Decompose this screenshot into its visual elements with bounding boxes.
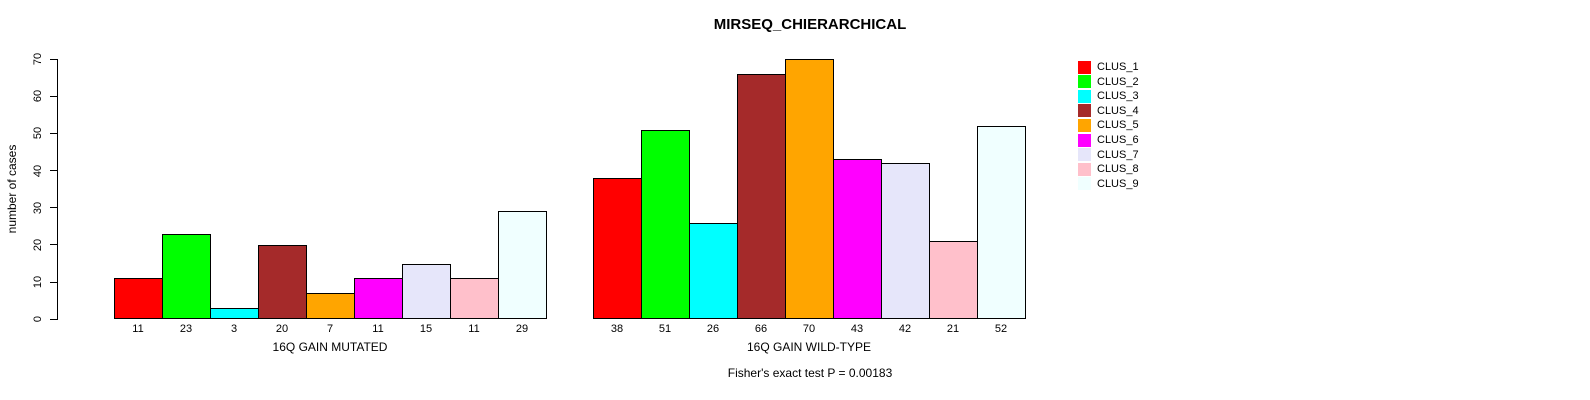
bar-clus_1-group2: [593, 177, 642, 320]
group-axis-label: 16Q GAIN WILD-TYPE: [746, 340, 872, 354]
fisher-test-annotation: Fisher's exact test P = 0.00183: [727, 366, 893, 380]
bar-value-label: 11: [132, 323, 144, 335]
legend-swatch: [1078, 118, 1091, 132]
y-axis-tick-label: 10: [32, 275, 44, 289]
bar-clus_9-group1: [498, 211, 547, 320]
bar-value-label: 38: [610, 323, 624, 335]
bar-clus_1-group1: [114, 278, 163, 320]
legend-label: CLUS_4: [1097, 104, 1139, 117]
y-axis-tick: [50, 58, 57, 60]
bar-value-label: 11: [372, 323, 384, 335]
bar-clus_7-group1: [402, 263, 451, 320]
bar-value-label: 70: [802, 323, 816, 335]
bar-clus_8-group1: [450, 278, 499, 320]
legend-label: CLUS_9: [1097, 177, 1139, 190]
bar-clus_2-group1: [162, 233, 211, 320]
legend-label: CLUS_3: [1097, 90, 1139, 103]
legend-row: CLUS_5: [1078, 118, 1139, 133]
legend-label: CLUS_7: [1097, 148, 1139, 161]
bar-clus_3-group2: [689, 222, 738, 320]
y-axis-tick: [50, 281, 57, 283]
legend-row: CLUS_2: [1078, 75, 1139, 90]
bar-clus_4-group1: [258, 244, 307, 320]
legend-label: CLUS_8: [1097, 163, 1139, 176]
bar-value-label: 66: [754, 323, 768, 335]
legend-swatch: [1078, 60, 1091, 74]
legend: CLUS_1 CLUS_2 CLUS_3 CLUS_4 CLUS_5 CLUS_6 CLUS…: [1078, 60, 1139, 191]
group-axis-label: 16Q GAIN MUTATED: [272, 340, 388, 354]
bar-clus_6-group1: [354, 278, 403, 320]
bar-value-label: 43: [850, 323, 864, 335]
legend-row: CLUS_4: [1078, 104, 1139, 119]
legend-swatch: [1078, 148, 1091, 162]
legend-swatch: [1078, 89, 1091, 103]
legend-row: CLUS_8: [1078, 162, 1139, 177]
bar-value-label: 23: [179, 323, 193, 335]
chart-title: MIRSEQ_CHIERARCHICAL: [713, 16, 907, 33]
bar-value-label: 42: [898, 323, 912, 335]
bar-value-label: 51: [658, 323, 672, 335]
y-axis-tick: [50, 170, 57, 172]
y-axis-tick-label: 60: [32, 90, 44, 103]
legend-swatch: [1078, 162, 1091, 176]
legend-label: CLUS_6: [1097, 134, 1139, 146]
bar-clus_5-group1: [306, 293, 355, 320]
bar-value-label: 29: [515, 323, 529, 335]
bar-value-label: 21: [946, 323, 960, 335]
legend-swatch: [1078, 177, 1091, 191]
y-axis-tick: [50, 95, 57, 97]
bar-clus_7-group2: [881, 163, 930, 320]
bar-clus_9-group2: [977, 125, 1026, 320]
bar-clus_2-group2: [641, 129, 690, 320]
legend-swatch: [1078, 133, 1091, 147]
bar-clus_4-group2: [737, 73, 786, 320]
bar-value-label: 3: [230, 323, 238, 335]
bar-clus_8-group2: [929, 241, 978, 320]
bar-value-label: 15: [419, 323, 433, 335]
y-axis-tick: [50, 318, 57, 320]
y-axis-tick: [50, 207, 57, 209]
y-axis-tick: [50, 132, 57, 134]
bar-value-label: 52: [994, 323, 1008, 335]
bar-clus_6-group2: [833, 159, 882, 320]
y-axis-tick-label: 20: [32, 238, 44, 252]
y-axis: [57, 59, 58, 320]
bar-value-label: 26: [706, 323, 720, 335]
legend-row: CLUS_3: [1078, 89, 1139, 104]
y-axis-label: number of cases: [5, 144, 19, 234]
legend-label: CLUS_1: [1097, 61, 1139, 74]
legend-row: CLUS_1: [1078, 60, 1139, 75]
y-axis-tick-label: 50: [32, 127, 44, 140]
bar-value-label: 20: [275, 323, 289, 335]
y-axis-tick-label: 40: [32, 164, 44, 177]
legend-row: CLUS_9: [1078, 176, 1139, 191]
bar-value-label: 11: [468, 323, 480, 335]
legend-swatch: [1078, 104, 1091, 118]
legend-row: CLUS_6: [1078, 133, 1139, 148]
bar-value-label: 7: [326, 323, 334, 335]
y-axis-tick-label: 0: [32, 316, 44, 323]
bar-clus_3-group1: [210, 308, 259, 320]
legend-label: CLUS_2: [1097, 75, 1139, 88]
legend-row: CLUS_7: [1078, 147, 1139, 162]
y-axis-tick-label: 70: [32, 52, 44, 66]
y-axis-tick-label: 30: [32, 201, 44, 214]
legend-label: CLUS_5: [1097, 119, 1139, 132]
legend-swatch: [1078, 75, 1091, 89]
bar-clus_5-group2: [785, 59, 834, 320]
y-axis-tick: [50, 244, 57, 246]
